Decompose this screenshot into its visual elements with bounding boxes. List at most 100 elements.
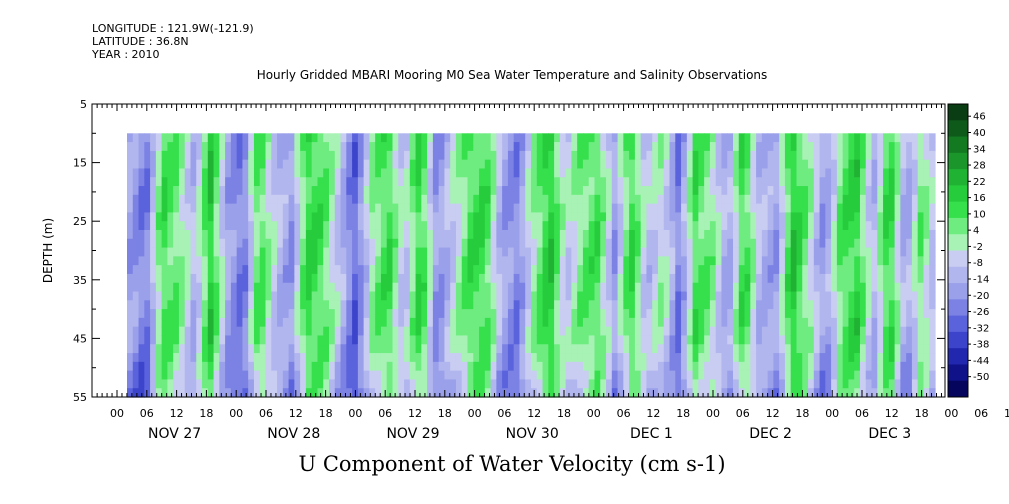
heatmap-cell [311, 335, 319, 345]
heatmap-cell [207, 133, 215, 143]
heatmap-cell [329, 282, 336, 293]
heatmap-cell [894, 388, 901, 398]
heatmap-cell [617, 247, 624, 257]
heatmap-cell [248, 177, 255, 187]
heatmap-cell [929, 256, 936, 266]
heatmap-cell [663, 194, 671, 205]
heatmap-cell [473, 309, 480, 319]
heatmap-cell [761, 221, 769, 231]
heatmap-cell [565, 221, 572, 231]
heatmap-cell [438, 194, 446, 205]
heatmap-cell [802, 344, 809, 354]
heatmap-cell [496, 282, 503, 293]
heatmap-cell [831, 229, 838, 240]
heatmap-cell [554, 370, 561, 381]
heatmap-cell [617, 273, 624, 284]
heatmap-cell [692, 291, 699, 301]
heatmap-cell [427, 326, 434, 337]
heatmap-cell [415, 335, 422, 345]
heatmap-cell [588, 177, 596, 187]
heatmap-cell [854, 150, 861, 161]
heatmap-cell [363, 212, 370, 222]
heatmap-cell [467, 309, 474, 319]
heatmap-cell [808, 142, 815, 152]
heatmap-cell [415, 142, 422, 152]
heatmap-cell [634, 247, 642, 257]
heatmap-cell [646, 142, 653, 152]
heatmap-cell [392, 256, 399, 266]
heatmap-cell [427, 229, 434, 240]
heatmap-cell [825, 159, 832, 170]
heatmap-cell [415, 265, 422, 275]
heatmap-cell [282, 168, 290, 178]
heatmap-cell [277, 194, 284, 205]
heatmap-cell [888, 273, 896, 284]
heatmap-cell [623, 238, 630, 249]
heatmap-cell [444, 229, 451, 240]
heatmap-cell [161, 203, 168, 214]
heatmap-cell [871, 344, 878, 354]
heatmap-cell [859, 282, 867, 293]
colorbar-label: -50 [973, 372, 989, 383]
heatmap-cell [467, 256, 474, 266]
heatmap-cell [923, 133, 930, 143]
heatmap-cell [253, 212, 261, 222]
heatmap-cell [894, 370, 901, 381]
heatmap-cell [375, 300, 382, 310]
heatmap-cell [455, 273, 463, 284]
heatmap-cell [542, 168, 549, 178]
heatmap-cell [767, 203, 774, 214]
heatmap-cell [363, 150, 370, 161]
heatmap-cell [329, 361, 336, 372]
heatmap-cell [773, 212, 780, 222]
heatmap-cell [554, 186, 561, 196]
heatmap-cell [484, 159, 492, 170]
heatmap-cell [253, 309, 261, 319]
heatmap-cell [444, 361, 451, 372]
heatmap-cell [507, 326, 515, 337]
heatmap-cell [144, 229, 151, 240]
heatmap-cell [525, 370, 532, 381]
heatmap-cell [929, 265, 936, 275]
heatmap-cell [421, 282, 428, 293]
heatmap-cell [848, 142, 855, 152]
heatmap-cell [773, 177, 780, 187]
heatmap-cell [450, 361, 457, 372]
heatmap-cell [525, 247, 532, 257]
heatmap-cell [606, 229, 613, 240]
heatmap-cell [894, 335, 901, 345]
heatmap-cell [450, 212, 457, 222]
heatmap-cell [213, 159, 220, 170]
heatmap-cell [859, 335, 867, 345]
heatmap-cell [340, 229, 347, 240]
heatmap-cell [340, 291, 347, 301]
heatmap-cell [467, 142, 474, 152]
heatmap-cell [196, 265, 203, 275]
heatmap-cell [675, 221, 682, 231]
heatmap-cell [271, 194, 278, 205]
heatmap-cell [329, 256, 336, 266]
heatmap-cell [571, 300, 578, 310]
heatmap-cell [704, 142, 711, 152]
heatmap-cell [808, 212, 815, 222]
heatmap-cell [900, 388, 907, 398]
heatmap-cell [681, 177, 688, 187]
heatmap-cell [167, 370, 174, 381]
heatmap-cell [652, 159, 659, 170]
heatmap-cell [444, 168, 451, 178]
heatmap-cell [127, 177, 134, 187]
heatmap-cell [796, 212, 803, 222]
heatmap-cell [132, 142, 140, 152]
heatmap-cell [404, 142, 411, 152]
heatmap-cell [225, 212, 232, 222]
heatmap-cell [611, 317, 619, 328]
heatmap-cell [479, 221, 486, 231]
heatmap-cell [525, 388, 532, 398]
heatmap-cell [819, 203, 826, 214]
heatmap-cell [721, 186, 728, 196]
heatmap-cell [138, 344, 145, 354]
heatmap-cell [253, 291, 261, 301]
heatmap-cell [230, 282, 238, 293]
heatmap-cell [923, 221, 930, 231]
heatmap-cell [178, 370, 186, 381]
